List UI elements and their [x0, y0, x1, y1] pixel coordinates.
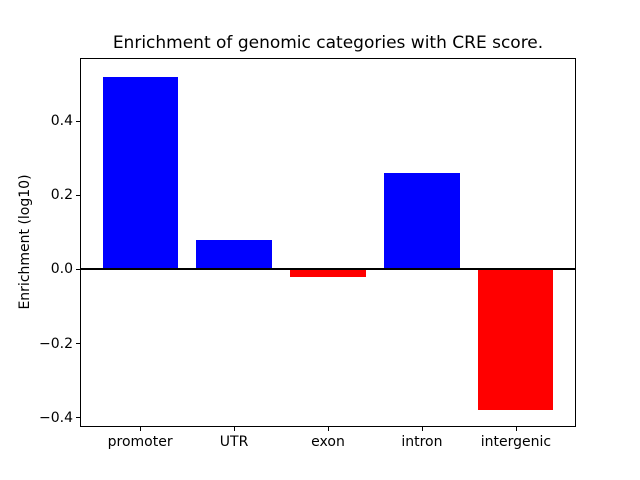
y-tick-mark [76, 120, 80, 122]
x-tick-mark [515, 427, 517, 431]
y-tick-label: −0.4 [39, 409, 73, 426]
bar-exon [290, 269, 366, 277]
y-tick-label: 0.0 [50, 261, 73, 278]
x-tick-label: intron [401, 434, 443, 450]
x-tick-label: exon [311, 434, 345, 450]
bar-intron [384, 172, 460, 270]
zero-line [81, 268, 575, 271]
chart-title: Enrichment of genomic categories with CR… [112, 33, 544, 53]
bar-UTR [196, 239, 272, 270]
x-tick-label: UTR [219, 434, 249, 450]
bar-intergenic [478, 269, 554, 411]
x-tick-label: promoter [107, 434, 173, 450]
y-tick-mark [76, 194, 80, 196]
y-tick-label: 0.4 [50, 113, 73, 130]
y-tick-mark [76, 343, 80, 345]
x-tick-mark [140, 427, 142, 431]
x-tick-label: intergenic [480, 434, 552, 450]
y-tick-mark [76, 268, 80, 270]
bar-promoter [102, 76, 178, 270]
x-tick-mark [421, 427, 423, 431]
y-tick-mark [76, 417, 80, 419]
x-tick-mark [328, 427, 329, 431]
x-tick-mark [234, 427, 236, 431]
y-tick-label: 0.2 [50, 187, 73, 204]
y-tick-label: −0.2 [39, 335, 73, 352]
